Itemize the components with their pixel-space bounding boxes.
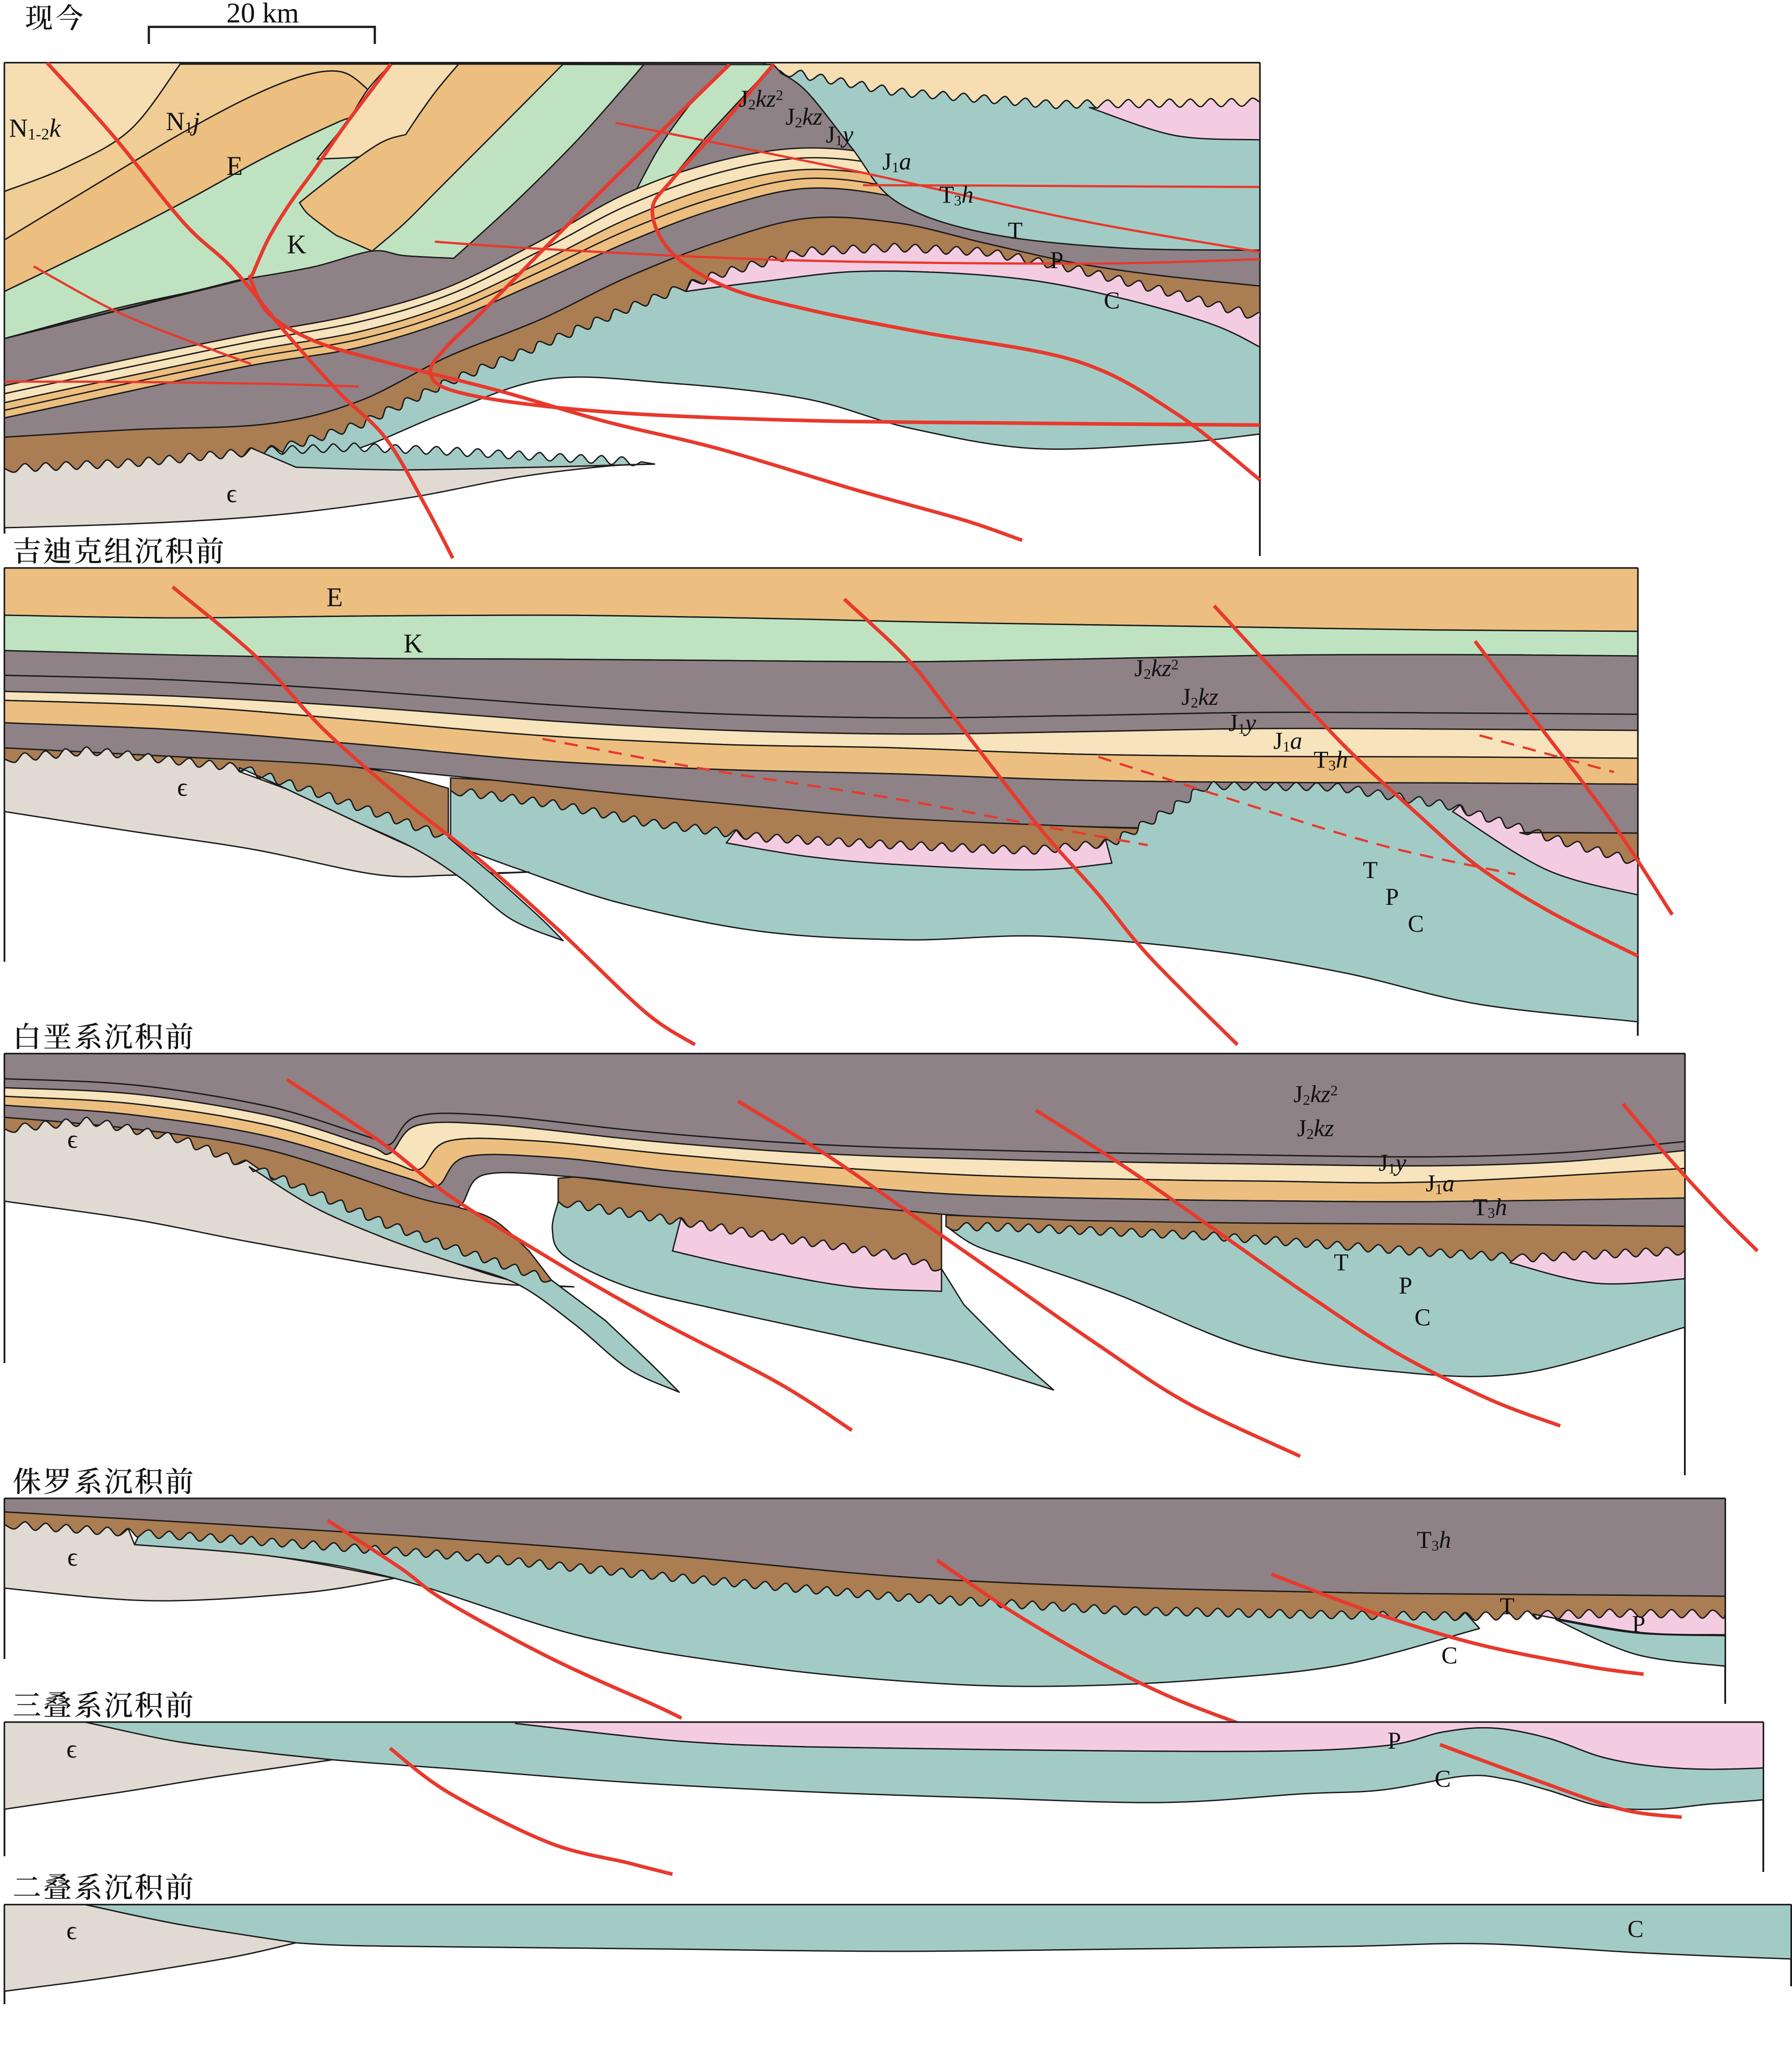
- svg-text:J2kz: J2kz: [1181, 683, 1219, 711]
- svg-text:K: K: [287, 230, 306, 259]
- svg-text:C: C: [1104, 287, 1120, 314]
- svg-text:P: P: [1385, 883, 1399, 910]
- svg-text:J1a: J1a: [882, 148, 911, 176]
- svg-text:J1y: J1y: [1228, 709, 1256, 737]
- svg-text:T3h: T3h: [1314, 746, 1348, 774]
- svg-text:J2kz: J2kz: [1297, 1115, 1334, 1142]
- svg-text:T3h: T3h: [1473, 1194, 1507, 1221]
- svg-text:N1j: N1j: [166, 107, 200, 136]
- svg-text:J2kz: J2kz: [785, 103, 823, 131]
- svg-text:P: P: [1388, 1727, 1401, 1754]
- svg-text:J1y: J1y: [1379, 1149, 1406, 1177]
- svg-text:ϵ: ϵ: [177, 773, 187, 802]
- svg-text:ϵ: ϵ: [67, 1125, 78, 1154]
- svg-text:E: E: [326, 582, 343, 612]
- svg-text:T: T: [1500, 1593, 1514, 1620]
- svg-text:T: T: [1363, 856, 1378, 883]
- svg-text:ϵ: ϵ: [226, 479, 237, 508]
- svg-text:T: T: [1334, 1249, 1349, 1276]
- svg-text:ϵ: ϵ: [66, 1916, 77, 1945]
- svg-text:J2kz2: J2kz2: [1293, 1081, 1338, 1108]
- svg-text:J2kz2: J2kz2: [739, 85, 783, 113]
- svg-text:T: T: [1008, 217, 1023, 244]
- svg-text:J1a: J1a: [1426, 1170, 1455, 1198]
- svg-text:J1a: J1a: [1273, 727, 1302, 755]
- svg-text:C: C: [1627, 1915, 1644, 1942]
- svg-text:C: C: [1435, 1765, 1451, 1792]
- svg-text:T3h: T3h: [1417, 1526, 1451, 1554]
- svg-text:20 km: 20 km: [226, 0, 299, 29]
- svg-text:N1-2k: N1-2k: [9, 113, 61, 143]
- svg-text:C: C: [1441, 1642, 1458, 1669]
- svg-text:T3h: T3h: [939, 181, 974, 209]
- svg-text:ϵ: ϵ: [67, 1542, 78, 1572]
- svg-text:E: E: [226, 151, 243, 181]
- svg-text:C: C: [1415, 1304, 1431, 1331]
- svg-text:C: C: [1408, 910, 1424, 937]
- svg-text:P: P: [1399, 1272, 1412, 1299]
- svg-text:J1y: J1y: [826, 121, 854, 149]
- svg-text:J2kz2: J2kz2: [1134, 655, 1179, 682]
- svg-text:P: P: [1050, 247, 1063, 274]
- svg-text:K: K: [404, 629, 423, 658]
- svg-text:ϵ: ϵ: [66, 1734, 77, 1763]
- svg-text:P: P: [1632, 1611, 1645, 1637]
